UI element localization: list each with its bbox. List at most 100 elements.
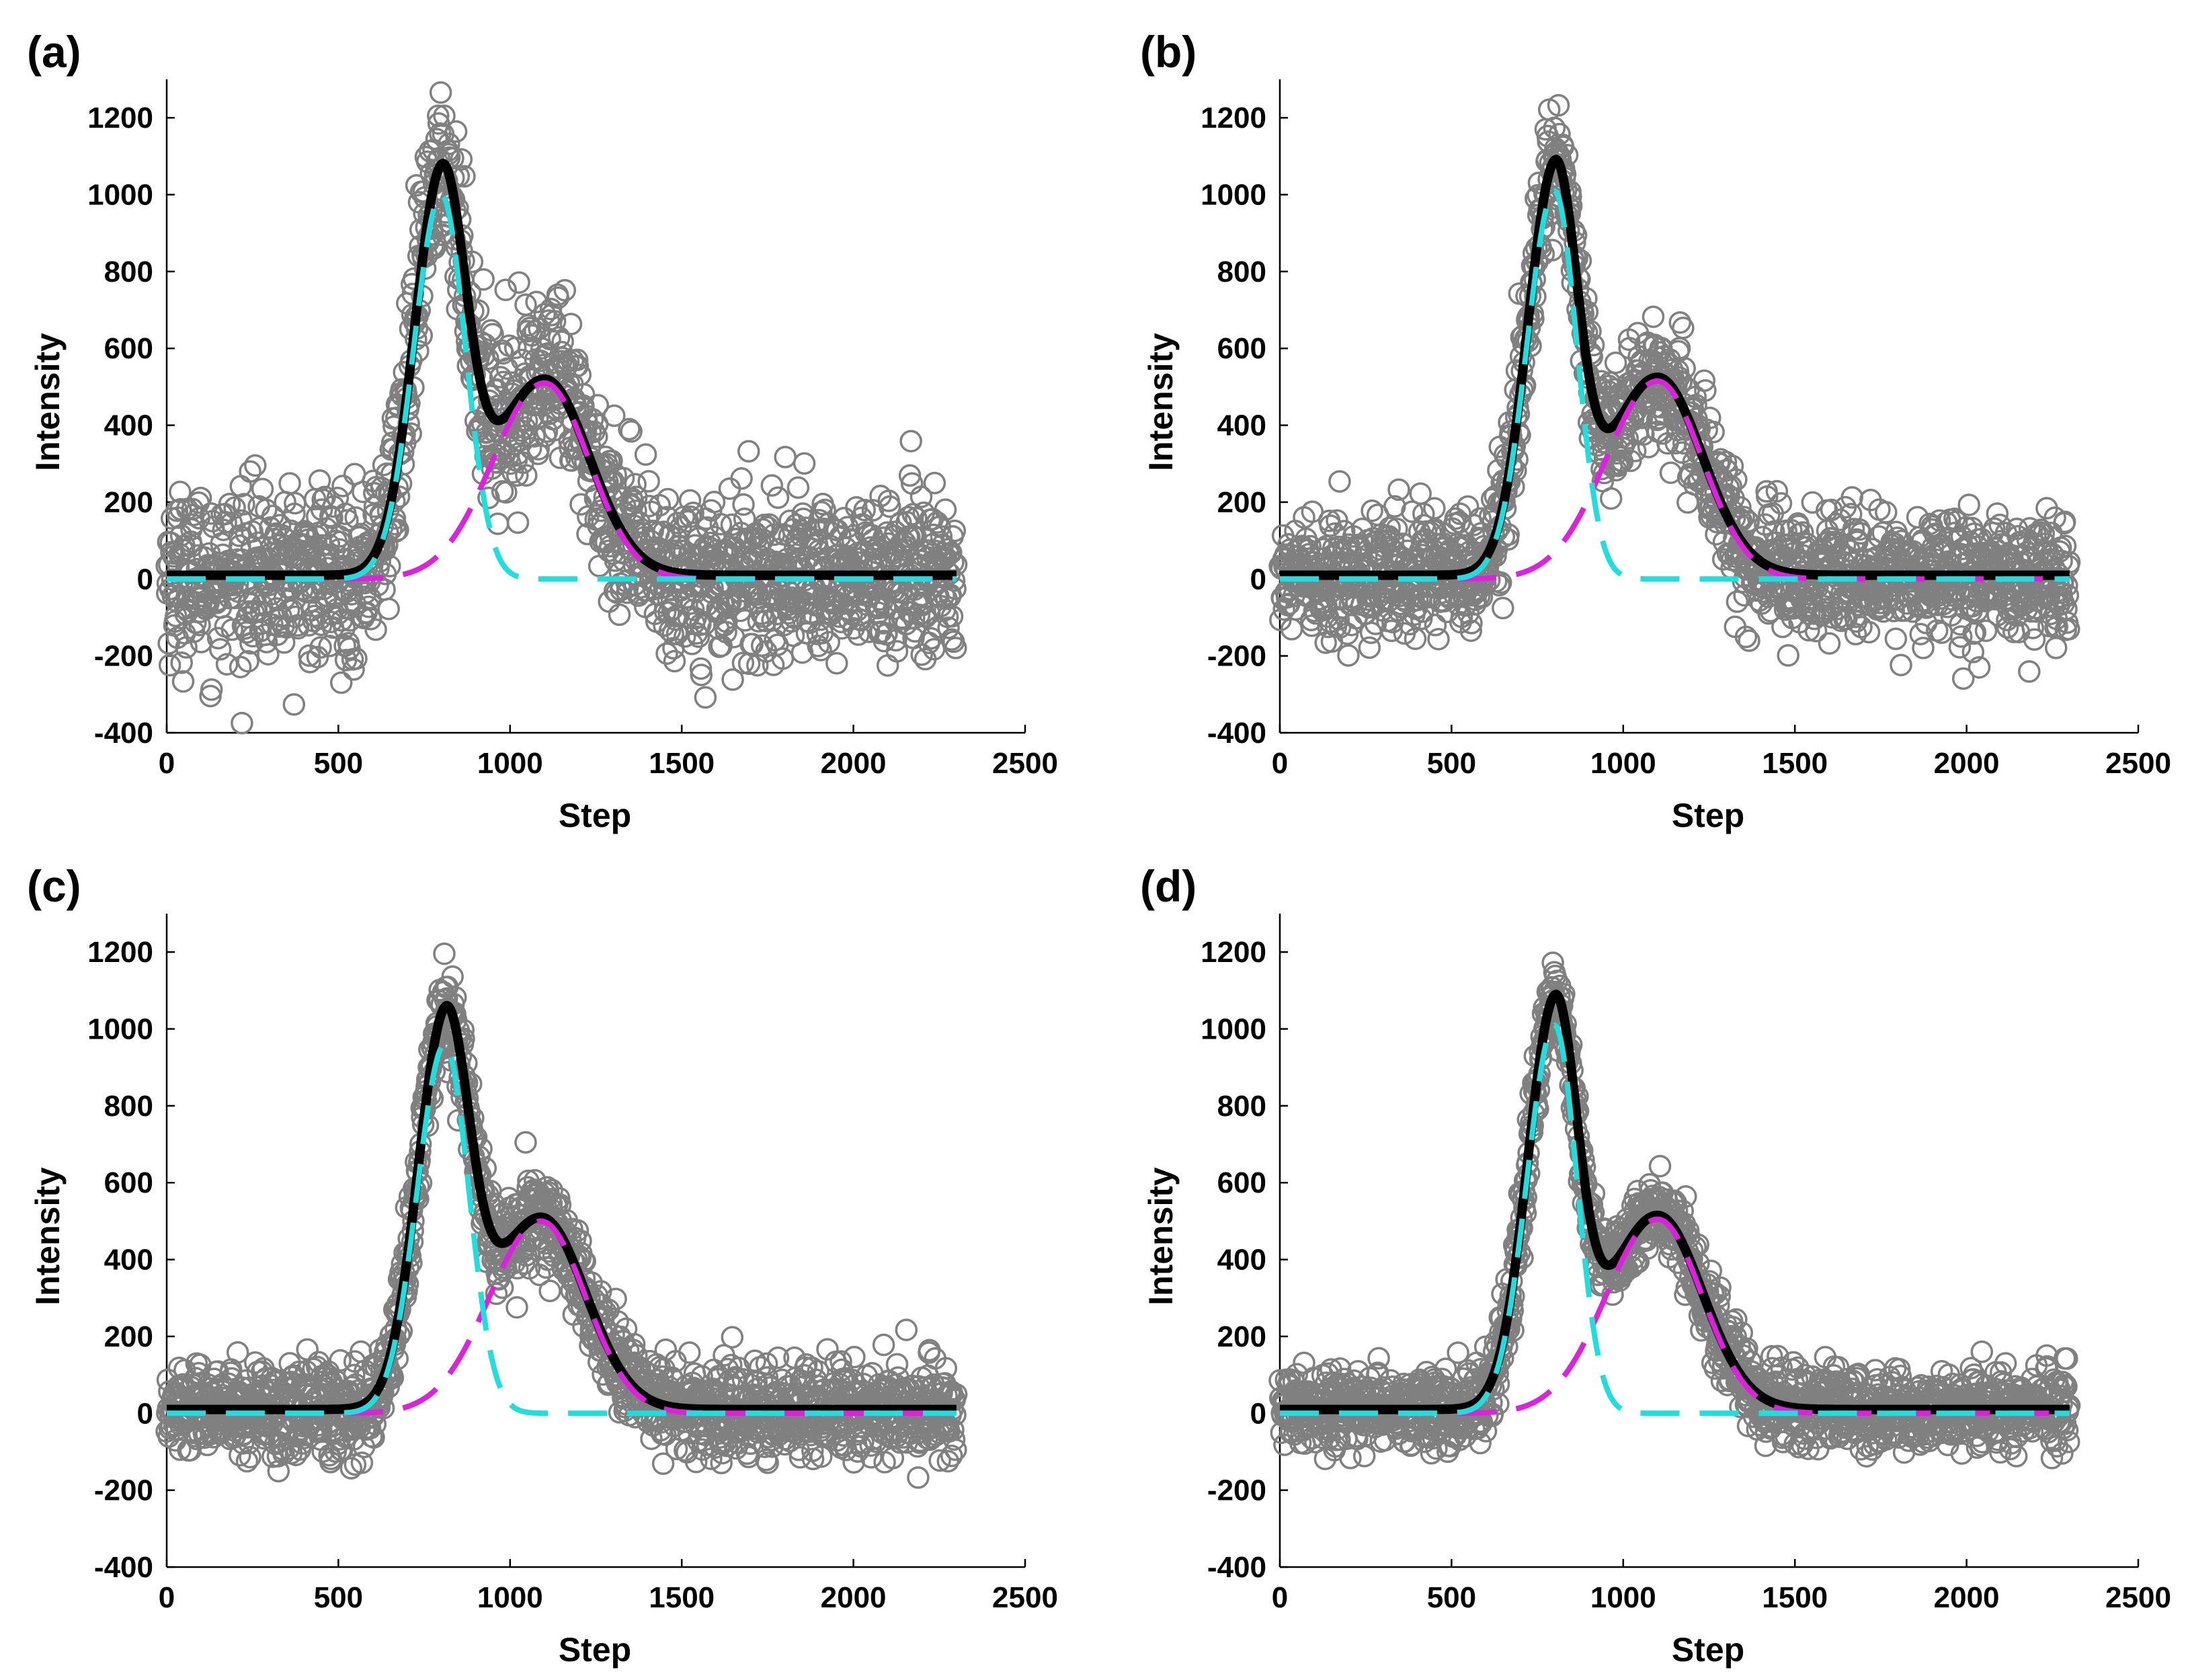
data-point (786, 476, 810, 499)
data-point (853, 498, 876, 522)
data-point (656, 487, 680, 511)
panel-label: (b) (1140, 27, 1197, 77)
data-point (565, 348, 589, 372)
panel-b: (b) Step Intensity -400-2000200400600800… (1140, 27, 2171, 834)
y-tick-label: 400 (104, 1244, 153, 1277)
data-point (450, 148, 473, 171)
data-point (215, 653, 239, 676)
data-point (543, 310, 567, 333)
data-point (342, 658, 365, 681)
x-tick-label: 0 (159, 1581, 175, 1614)
data-point (943, 519, 967, 543)
data-point (1668, 311, 1692, 334)
data-point (809, 639, 832, 662)
data-point (345, 647, 368, 670)
data-point (1604, 351, 1627, 374)
y-tick-label: 800 (1217, 255, 1266, 288)
data-point (1361, 499, 1383, 522)
data-point (516, 320, 539, 343)
data-point (200, 678, 223, 701)
y-tick-label: 1200 (1201, 102, 1266, 134)
data-point (1324, 522, 1346, 545)
data-point (666, 512, 689, 534)
data-point (170, 651, 193, 674)
data-point (795, 622, 819, 645)
y-tick-label: 0 (137, 1397, 153, 1430)
data-point (503, 336, 527, 360)
data-point (237, 649, 259, 673)
x-tick-label: 1500 (1762, 747, 1828, 780)
data-point (272, 631, 296, 654)
data-point (624, 499, 647, 522)
data-point (944, 637, 967, 659)
data-point (939, 584, 962, 606)
data-point (687, 625, 711, 648)
y-tick-label: 800 (1217, 1090, 1266, 1123)
data-point (1642, 305, 1665, 328)
data-point (760, 474, 784, 497)
y-tick-label: 200 (104, 486, 153, 519)
data-point (923, 471, 946, 495)
y-tick-label: -200 (1207, 1474, 1266, 1507)
data-point (618, 417, 641, 441)
data-point (1732, 506, 1756, 528)
x-tick-label: 2000 (1934, 747, 2000, 780)
data-point (766, 486, 790, 510)
data-point (508, 271, 530, 294)
data-point (378, 555, 401, 577)
x-tick-label: 1500 (1762, 1581, 1828, 1614)
data-point (229, 655, 252, 678)
y-tick-label: 0 (137, 563, 153, 596)
x-tick-label: 0 (1272, 747, 1288, 780)
x-tick-label: 1000 (1590, 1581, 1656, 1614)
data-point (472, 268, 495, 291)
data-point (1358, 636, 1381, 659)
data-point (309, 636, 332, 659)
data-point (566, 354, 590, 377)
data-point (1541, 239, 1564, 262)
y-tick-label: 200 (104, 1320, 153, 1353)
data-point (1737, 510, 1760, 534)
data-point (885, 640, 909, 663)
data-point (637, 470, 660, 493)
data-point (737, 440, 760, 463)
y-tick-label: -400 (94, 1551, 153, 1584)
data-point (495, 481, 518, 504)
data-point (1726, 590, 1749, 613)
y-tick-label: 400 (1217, 409, 1266, 442)
panel-label: (a) (27, 27, 81, 77)
data-point (553, 278, 577, 302)
data-point (937, 616, 960, 639)
y-tick-label: 0 (1250, 1397, 1266, 1430)
data-point (709, 512, 733, 536)
data-point (158, 653, 181, 677)
y-tick-label: 400 (104, 409, 153, 442)
x-tick-label: 2500 (992, 1581, 1058, 1614)
data-point (1725, 468, 1748, 491)
data-point (546, 286, 570, 309)
x-tick-label: 500 (1427, 747, 1476, 780)
data-point (813, 498, 836, 522)
data-point (1459, 619, 1483, 642)
data-point (603, 404, 626, 428)
data-point (255, 498, 278, 522)
y-tick-label: 1000 (87, 1013, 153, 1046)
data-point (922, 637, 946, 661)
data-point (1734, 625, 1758, 649)
data-point (733, 507, 756, 530)
data-point (940, 541, 963, 564)
data-point (481, 323, 504, 346)
data-point (1387, 478, 1410, 502)
y-tick-label: -200 (94, 1474, 153, 1507)
y-tick-label: 600 (1217, 332, 1266, 365)
data-point (885, 629, 907, 652)
y-tick-label: 400 (1217, 1244, 1266, 1277)
data-point (405, 173, 428, 197)
data-point (795, 516, 817, 539)
data-point (1401, 500, 1424, 523)
y-axis-label: Intensity (29, 333, 67, 471)
y-tick-label: 1200 (87, 936, 153, 969)
data-point (539, 297, 563, 321)
data-point (1673, 357, 1696, 380)
